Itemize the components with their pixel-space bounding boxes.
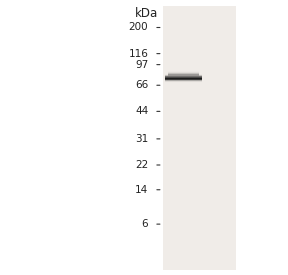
Text: 6: 6: [142, 219, 148, 229]
Bar: [165, 76, 202, 77]
Text: 14: 14: [135, 185, 148, 195]
Bar: [165, 74, 202, 75]
Bar: [168, 71, 199, 72]
Bar: [168, 71, 199, 72]
Bar: [168, 73, 199, 74]
Bar: [168, 72, 199, 73]
Bar: [165, 81, 202, 82]
Bar: [165, 76, 202, 77]
Bar: [165, 75, 202, 76]
Bar: [168, 72, 199, 73]
Bar: [165, 79, 202, 80]
Bar: [165, 78, 202, 79]
Bar: [168, 70, 199, 71]
Text: 97: 97: [135, 60, 148, 70]
Bar: [163, 6, 236, 270]
Text: 200: 200: [129, 23, 148, 32]
Text: kDa: kDa: [135, 7, 158, 20]
Text: 66: 66: [135, 80, 148, 90]
Bar: [168, 73, 199, 74]
Bar: [165, 74, 202, 75]
Bar: [165, 77, 202, 78]
Text: 116: 116: [128, 49, 148, 59]
Bar: [165, 81, 202, 82]
Bar: [168, 75, 199, 76]
Bar: [165, 77, 202, 78]
Bar: [168, 70, 199, 71]
Text: 22: 22: [135, 160, 148, 170]
Bar: [165, 75, 202, 76]
Bar: [165, 78, 202, 79]
Bar: [165, 79, 202, 80]
Bar: [165, 82, 202, 83]
Bar: [168, 74, 199, 75]
Text: 44: 44: [135, 106, 148, 116]
Text: 31: 31: [135, 134, 148, 144]
Bar: [165, 80, 202, 81]
